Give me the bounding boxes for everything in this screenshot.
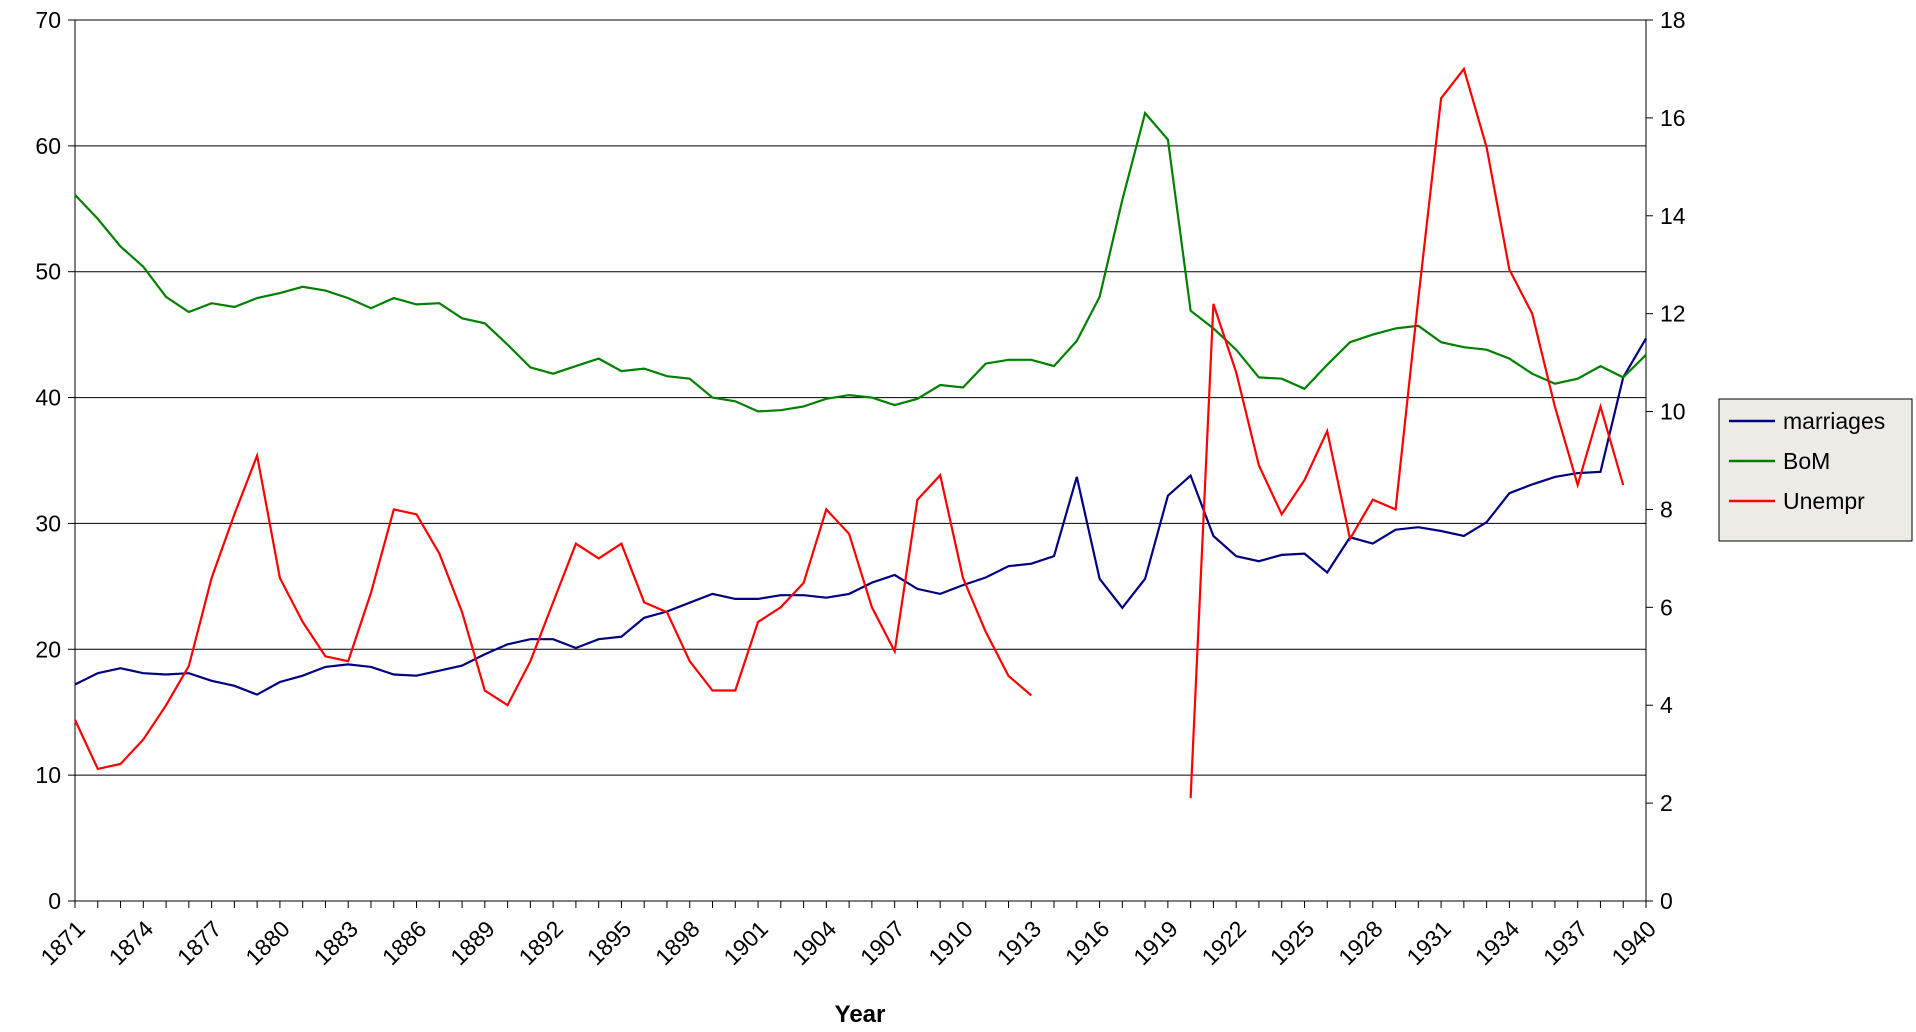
x-tick-label: 1889 xyxy=(445,916,500,971)
y-tick-label: 20 xyxy=(35,636,61,662)
x-tick-label: 1916 xyxy=(1060,916,1115,971)
x-tick-label: 1904 xyxy=(787,915,842,970)
x-tick-label: 1925 xyxy=(1265,916,1320,971)
x-tick-label: 1898 xyxy=(650,916,705,971)
x-tick-label: 1913 xyxy=(992,916,1047,971)
x-tick-label: 1931 xyxy=(1401,916,1456,971)
x-tick-label: 1934 xyxy=(1470,915,1525,970)
y2-tick-label: 16 xyxy=(1660,105,1686,131)
y-tick-label: 40 xyxy=(35,385,61,411)
series-line xyxy=(74,66,1625,799)
x-tick-label: 1877 xyxy=(172,916,227,971)
x-tick-label: 1886 xyxy=(377,916,432,971)
x-tick-label: 1910 xyxy=(923,916,978,971)
x-tick-label: 1928 xyxy=(1333,916,1388,971)
y2-tick-label: 14 xyxy=(1660,203,1686,229)
y-tick-label: 10 xyxy=(35,762,61,788)
y-tick-label: 30 xyxy=(35,510,61,536)
y-tick-label: 50 xyxy=(35,259,61,285)
legend-label: Unempr xyxy=(1783,488,1865,514)
y2-tick-label: 8 xyxy=(1660,496,1673,522)
series-line xyxy=(74,110,1647,413)
x-tick-label: 1937 xyxy=(1538,916,1593,971)
y-tick-label: 0 xyxy=(48,888,61,914)
series-line xyxy=(74,337,1647,696)
y2-tick-label: 18 xyxy=(1660,7,1686,33)
x-tick-label: 1919 xyxy=(1128,916,1183,971)
y2-tick-label: 4 xyxy=(1660,692,1673,718)
y2-tick-label: 2 xyxy=(1660,790,1673,816)
legend-label: marriages xyxy=(1783,408,1885,434)
x-tick-label: 1940 xyxy=(1606,916,1661,971)
x-tick-label: 1871 xyxy=(35,916,90,971)
x-tick-label: 1922 xyxy=(1197,916,1252,971)
y2-tick-label: 0 xyxy=(1660,888,1673,914)
legend-box xyxy=(1718,398,1913,542)
x-tick-label: 1874 xyxy=(104,915,159,970)
x-tick-label: 1901 xyxy=(718,916,773,971)
y2-tick-label: 12 xyxy=(1660,301,1686,327)
y2-tick-label: 10 xyxy=(1660,399,1686,425)
x-tick-label: 1895 xyxy=(582,916,637,971)
x-tick-label: 1883 xyxy=(309,916,364,971)
x-tick-label: 1892 xyxy=(513,916,568,971)
y-tick-label: 60 xyxy=(35,133,61,159)
x-tick-label: 1907 xyxy=(855,916,910,971)
legend-label: BoM xyxy=(1783,448,1830,474)
y-tick-label: 70 xyxy=(35,7,61,33)
x-tick-label: 1880 xyxy=(240,916,295,971)
x-axis-title: Year xyxy=(835,1001,886,1027)
y2-tick-label: 6 xyxy=(1660,594,1673,620)
